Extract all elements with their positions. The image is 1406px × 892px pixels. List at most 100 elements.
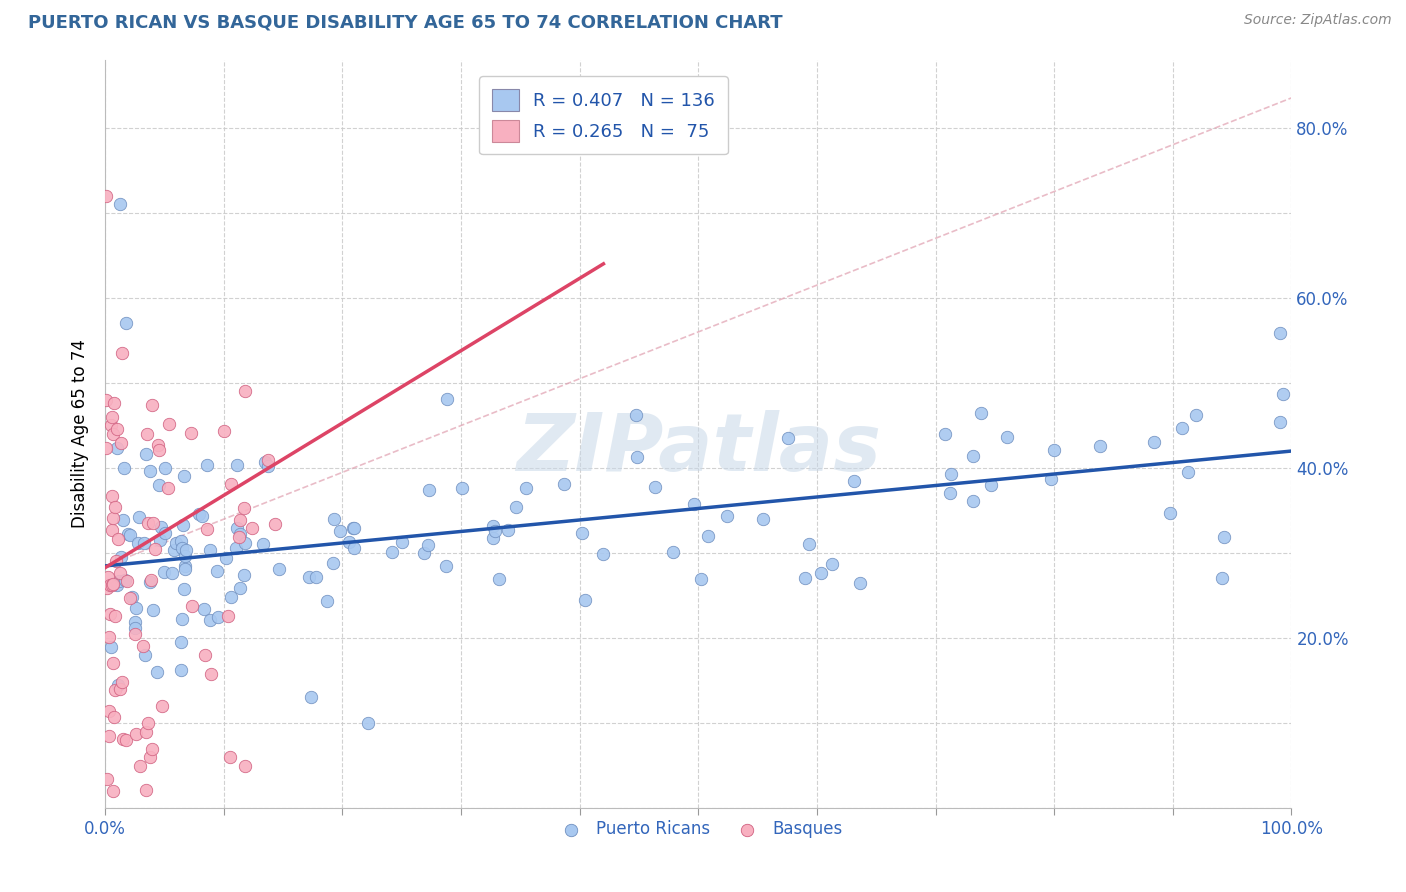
Point	[343, 541, 366, 555]
Point	[141, 574, 163, 588]
Point	[150, 520, 173, 534]
Point	[626, 450, 648, 465]
Y-axis label: Disability Age 65 to 74: Disability Age 65 to 74	[72, 340, 89, 528]
Point	[233, 567, 256, 582]
Point	[127, 536, 149, 550]
Point	[329, 524, 352, 538]
Point	[257, 458, 280, 473]
Point	[215, 550, 238, 565]
Point	[305, 570, 328, 584]
Point	[644, 480, 666, 494]
Point	[103, 710, 125, 724]
Point	[139, 749, 162, 764]
Point	[103, 427, 125, 442]
Point	[181, 599, 204, 613]
Point	[125, 600, 148, 615]
Point	[488, 573, 510, 587]
Point	[104, 682, 127, 697]
Point	[188, 507, 211, 521]
Point	[842, 474, 865, 488]
Point	[970, 406, 993, 420]
Point	[436, 392, 458, 407]
Point	[98, 578, 121, 592]
Point	[134, 648, 156, 663]
Point	[141, 742, 163, 756]
Text: PUERTO RICAN VS BASQUE DISABILITY AGE 65 TO 74 CORRELATION CHART: PUERTO RICAN VS BASQUE DISABILITY AGE 65…	[28, 13, 783, 31]
Point	[264, 516, 287, 531]
Point	[939, 485, 962, 500]
Point	[114, 733, 136, 747]
Point	[496, 523, 519, 537]
Point	[198, 543, 221, 558]
Point	[103, 500, 125, 514]
Point	[108, 574, 131, 588]
Point	[104, 553, 127, 567]
Point	[139, 464, 162, 478]
Point	[434, 559, 457, 574]
Point	[323, 512, 346, 526]
Point	[418, 483, 440, 498]
Point	[104, 609, 127, 624]
Point	[96, 392, 118, 407]
Point	[153, 525, 176, 540]
Point	[240, 521, 263, 535]
Point	[101, 784, 124, 798]
Point	[160, 566, 183, 581]
Point	[195, 458, 218, 472]
Point	[146, 665, 169, 680]
Point	[226, 458, 249, 472]
Point	[690, 572, 713, 586]
Point	[100, 417, 122, 432]
Point	[180, 425, 202, 440]
Point	[173, 582, 195, 597]
Point	[571, 525, 593, 540]
Point	[342, 521, 364, 535]
Point	[343, 521, 366, 535]
Point	[153, 460, 176, 475]
Point	[228, 530, 250, 544]
Point	[193, 648, 215, 663]
Point	[381, 545, 404, 559]
Point	[821, 557, 844, 571]
Point	[139, 575, 162, 590]
Point	[810, 566, 832, 581]
Point	[233, 384, 256, 398]
Point	[124, 621, 146, 635]
Point	[229, 526, 252, 541]
Point	[962, 494, 984, 508]
Point	[172, 517, 194, 532]
Point	[217, 609, 239, 624]
Point	[219, 477, 242, 491]
Point	[193, 602, 215, 616]
Point	[197, 522, 219, 536]
Point	[228, 513, 250, 527]
Point	[716, 508, 738, 523]
Point	[173, 468, 195, 483]
Point	[233, 759, 256, 773]
Point	[391, 534, 413, 549]
Point	[451, 481, 474, 495]
Point	[111, 512, 134, 526]
Point	[1272, 386, 1295, 401]
Point	[101, 409, 124, 424]
Point	[110, 436, 132, 450]
Point	[1043, 442, 1066, 457]
Point	[97, 569, 120, 583]
Point	[128, 510, 150, 524]
Point	[200, 666, 222, 681]
Point	[1268, 415, 1291, 429]
Point	[173, 559, 195, 574]
Point	[170, 635, 193, 649]
Point	[962, 450, 984, 464]
Point	[752, 512, 775, 526]
Point	[143, 542, 166, 557]
Point	[136, 716, 159, 731]
Point	[624, 408, 647, 422]
Point	[980, 478, 1002, 492]
Point	[170, 541, 193, 555]
Point	[484, 524, 506, 538]
Point	[191, 509, 214, 524]
Point	[142, 603, 165, 617]
Point	[252, 537, 274, 551]
Point	[125, 727, 148, 741]
